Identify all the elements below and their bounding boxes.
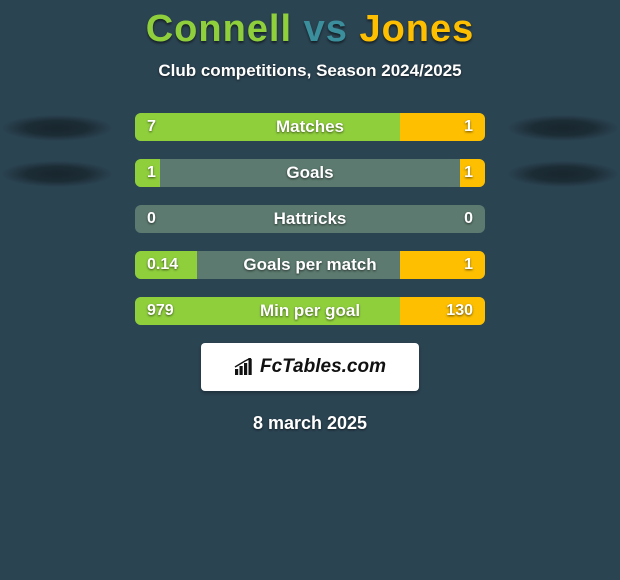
player2-badge-shadow [508, 161, 618, 187]
stat-row: 71Matches [0, 113, 620, 141]
vs-text: vs [304, 8, 348, 50]
stat-bar-right [400, 113, 485, 141]
stat-bar-track: 0 0Hattricks [135, 205, 485, 233]
stat-bar-track: 71Matches [135, 113, 485, 141]
player1-badge-shadow [2, 115, 112, 141]
stat-value-right: 0 [464, 205, 473, 233]
stat-row: 0.141Goals per match [0, 251, 620, 279]
bar-chart-icon [234, 358, 254, 376]
stat-row: 979130Min per goal [0, 297, 620, 325]
stat-bar-track: 979130Min per goal [135, 297, 485, 325]
fctables-logo: FcTables.com [201, 343, 419, 391]
player2-badge-shadow [508, 115, 618, 141]
subtitle: Club competitions, Season 2024/2025 [0, 61, 620, 81]
stats-chart: 71Matches 11Goals 0 0Hattricks 0.141Goals pe… [0, 113, 620, 325]
stat-bar-right [460, 159, 485, 187]
stat-bar-left [135, 251, 197, 279]
stat-label: Goals [135, 159, 485, 187]
logo-text: FcTables.com [260, 356, 386, 378]
stat-bar-left [135, 297, 400, 325]
stat-row: 0 0Hattricks [0, 205, 620, 233]
stat-value-left: 0 [147, 205, 156, 233]
comparison-title: Connell vs Jones [0, 0, 620, 51]
player1-name: Connell [146, 8, 292, 50]
stat-label: Hattricks [135, 205, 485, 233]
stat-bar-left [135, 113, 400, 141]
player2-name: Jones [359, 8, 474, 50]
stat-bar-right [400, 297, 485, 325]
stat-row: 11Goals [0, 159, 620, 187]
snapshot-date: 8 march 2025 [0, 413, 620, 434]
stat-bar-track: 11Goals [135, 159, 485, 187]
player1-badge-shadow [2, 161, 112, 187]
stat-bar-left [135, 159, 160, 187]
stat-bar-track: 0.141Goals per match [135, 251, 485, 279]
stat-bar-right [400, 251, 485, 279]
